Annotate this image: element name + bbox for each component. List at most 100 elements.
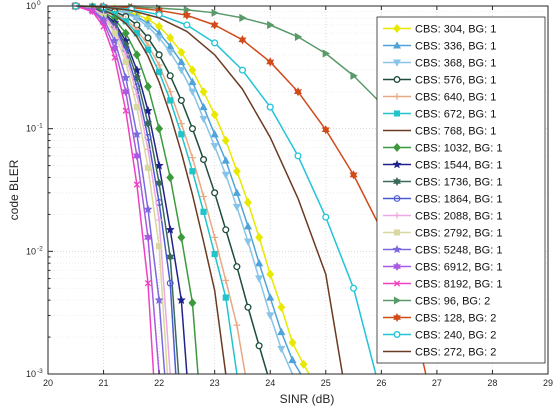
series-marker: [288, 338, 297, 348]
series-marker: [121, 72, 131, 82]
legend-item: CBS: 6912, BG: 1: [383, 261, 502, 273]
legend-label: CBS: 576, BG: 1: [415, 74, 496, 86]
series-line: [75, 5, 377, 374]
y-tick-exponent: -2: [37, 245, 43, 252]
series-marker: [188, 65, 197, 75]
series-3: [72, 2, 269, 374]
series-marker: [199, 115, 208, 124]
legend-item: CBS: 768, BG: 1: [383, 125, 496, 137]
x-tick-label: 29: [543, 378, 553, 388]
series-marker: [243, 222, 253, 230]
legend-item: CBS: 5248, BG: 1: [383, 244, 502, 256]
series-marker: [350, 284, 358, 292]
series-marker: [177, 96, 185, 104]
series-marker: [122, 107, 129, 114]
y-tick-label: 10: [26, 1, 36, 11]
series-marker: [221, 135, 230, 146]
y-tick-label: 10: [26, 246, 36, 256]
series-marker: [155, 124, 164, 134]
legend-item: CBS: 672, BG: 1: [383, 108, 496, 120]
series-marker: [133, 103, 141, 111]
series-line: [75, 5, 294, 374]
series-marker: [267, 20, 275, 30]
series-marker: [288, 355, 297, 364]
legend-label: CBS: 368, BG: 1: [415, 57, 496, 69]
series-marker: [133, 91, 141, 98]
legend-label: CBS: 336, BG: 1: [415, 40, 496, 52]
x-tick-label: 26: [376, 378, 386, 388]
legend-item: CBS: 304, BG: 1: [383, 23, 496, 35]
legend-box: [376, 16, 546, 364]
series-marker: [393, 296, 402, 305]
legend-item: CBS: 96, BG: 2: [383, 295, 490, 307]
y-tick-exponent: 0: [37, 0, 41, 7]
series-marker: [165, 224, 175, 234]
legend-label: CBS: 1736, BG: 1: [415, 176, 502, 188]
legend-label: CBS: 672, BG: 1: [415, 108, 496, 120]
legend-item: CBS: 1544, BG: 1: [383, 159, 502, 171]
series-line: [75, 5, 302, 374]
marker-stroke: [89, 8, 96, 15]
series-marker: [89, 8, 96, 15]
series-marker: [189, 168, 196, 175]
series-marker: [277, 327, 286, 336]
series-marker: [243, 238, 253, 246]
series-marker: [266, 293, 275, 301]
series-line: [75, 5, 160, 374]
series-marker: [277, 302, 286, 312]
series-marker: [177, 120, 185, 127]
legend-label: CBS: 1864, BG: 1: [415, 193, 502, 205]
series-marker: [166, 252, 175, 262]
series-line: [75, 5, 246, 374]
legend-item: CBS: 128, BG: 2: [383, 312, 496, 324]
series-marker: [177, 57, 186, 66]
series-marker: [88, 5, 97, 16]
plot-frame: [47, 5, 549, 375]
series-marker: [350, 71, 358, 80]
series-marker: [166, 279, 174, 287]
series-marker: [144, 46, 152, 53]
series-marker: [233, 263, 241, 271]
series-marker: [200, 193, 207, 200]
series-marker: [244, 303, 252, 311]
series-marker: [210, 143, 219, 151]
series-marker: [166, 41, 175, 50]
legend-item: CBS: 368, BG: 1: [383, 57, 496, 69]
legend-label: CBS: 128, BG: 2: [415, 312, 496, 324]
series-marker: [322, 49, 331, 58]
series-marker: [255, 232, 264, 242]
series-marker: [155, 34, 164, 43]
series-marker: [294, 152, 302, 160]
series-marker: [133, 181, 141, 188]
series-marker: [255, 275, 264, 283]
series-marker: [255, 342, 263, 350]
series-marker: [199, 102, 208, 111]
series-marker: [232, 166, 241, 176]
x-axis-label: SINR (dB): [280, 392, 335, 406]
series-marker: [232, 203, 241, 212]
series-marker: [393, 142, 401, 153]
series-marker: [155, 61, 163, 69]
series-marker: [393, 331, 401, 338]
legend-label: CBS: 304, BG: 1: [415, 23, 496, 35]
y-tick-exponent: -1: [37, 123, 43, 130]
y-tick-label: 10: [26, 369, 36, 379]
x-tick-label: 25: [321, 378, 331, 388]
legend-item: CBS: 2792, BG: 1: [383, 227, 502, 239]
series-marker: [111, 30, 118, 37]
series-marker: [100, 23, 107, 30]
x-tick-label: 28: [487, 378, 497, 388]
legend-label: CBS: 96, BG: 2: [415, 295, 490, 307]
legend-item: CBS: 2088, BG: 1: [383, 210, 502, 222]
legend-label: CBS: 5248, BG: 1: [415, 244, 502, 256]
series-marker: [222, 276, 230, 284]
legend-label: CBS: 2088, BG: 1: [415, 210, 502, 222]
legend-label: CBS: 1032, BG: 1: [415, 142, 502, 154]
series-marker: [177, 232, 186, 242]
series-marker: [144, 280, 152, 287]
series-marker: [293, 87, 303, 97]
y-axis-label: code BLER: [7, 159, 21, 220]
marker-stroke: [133, 181, 141, 188]
series-marker: [266, 57, 275, 67]
